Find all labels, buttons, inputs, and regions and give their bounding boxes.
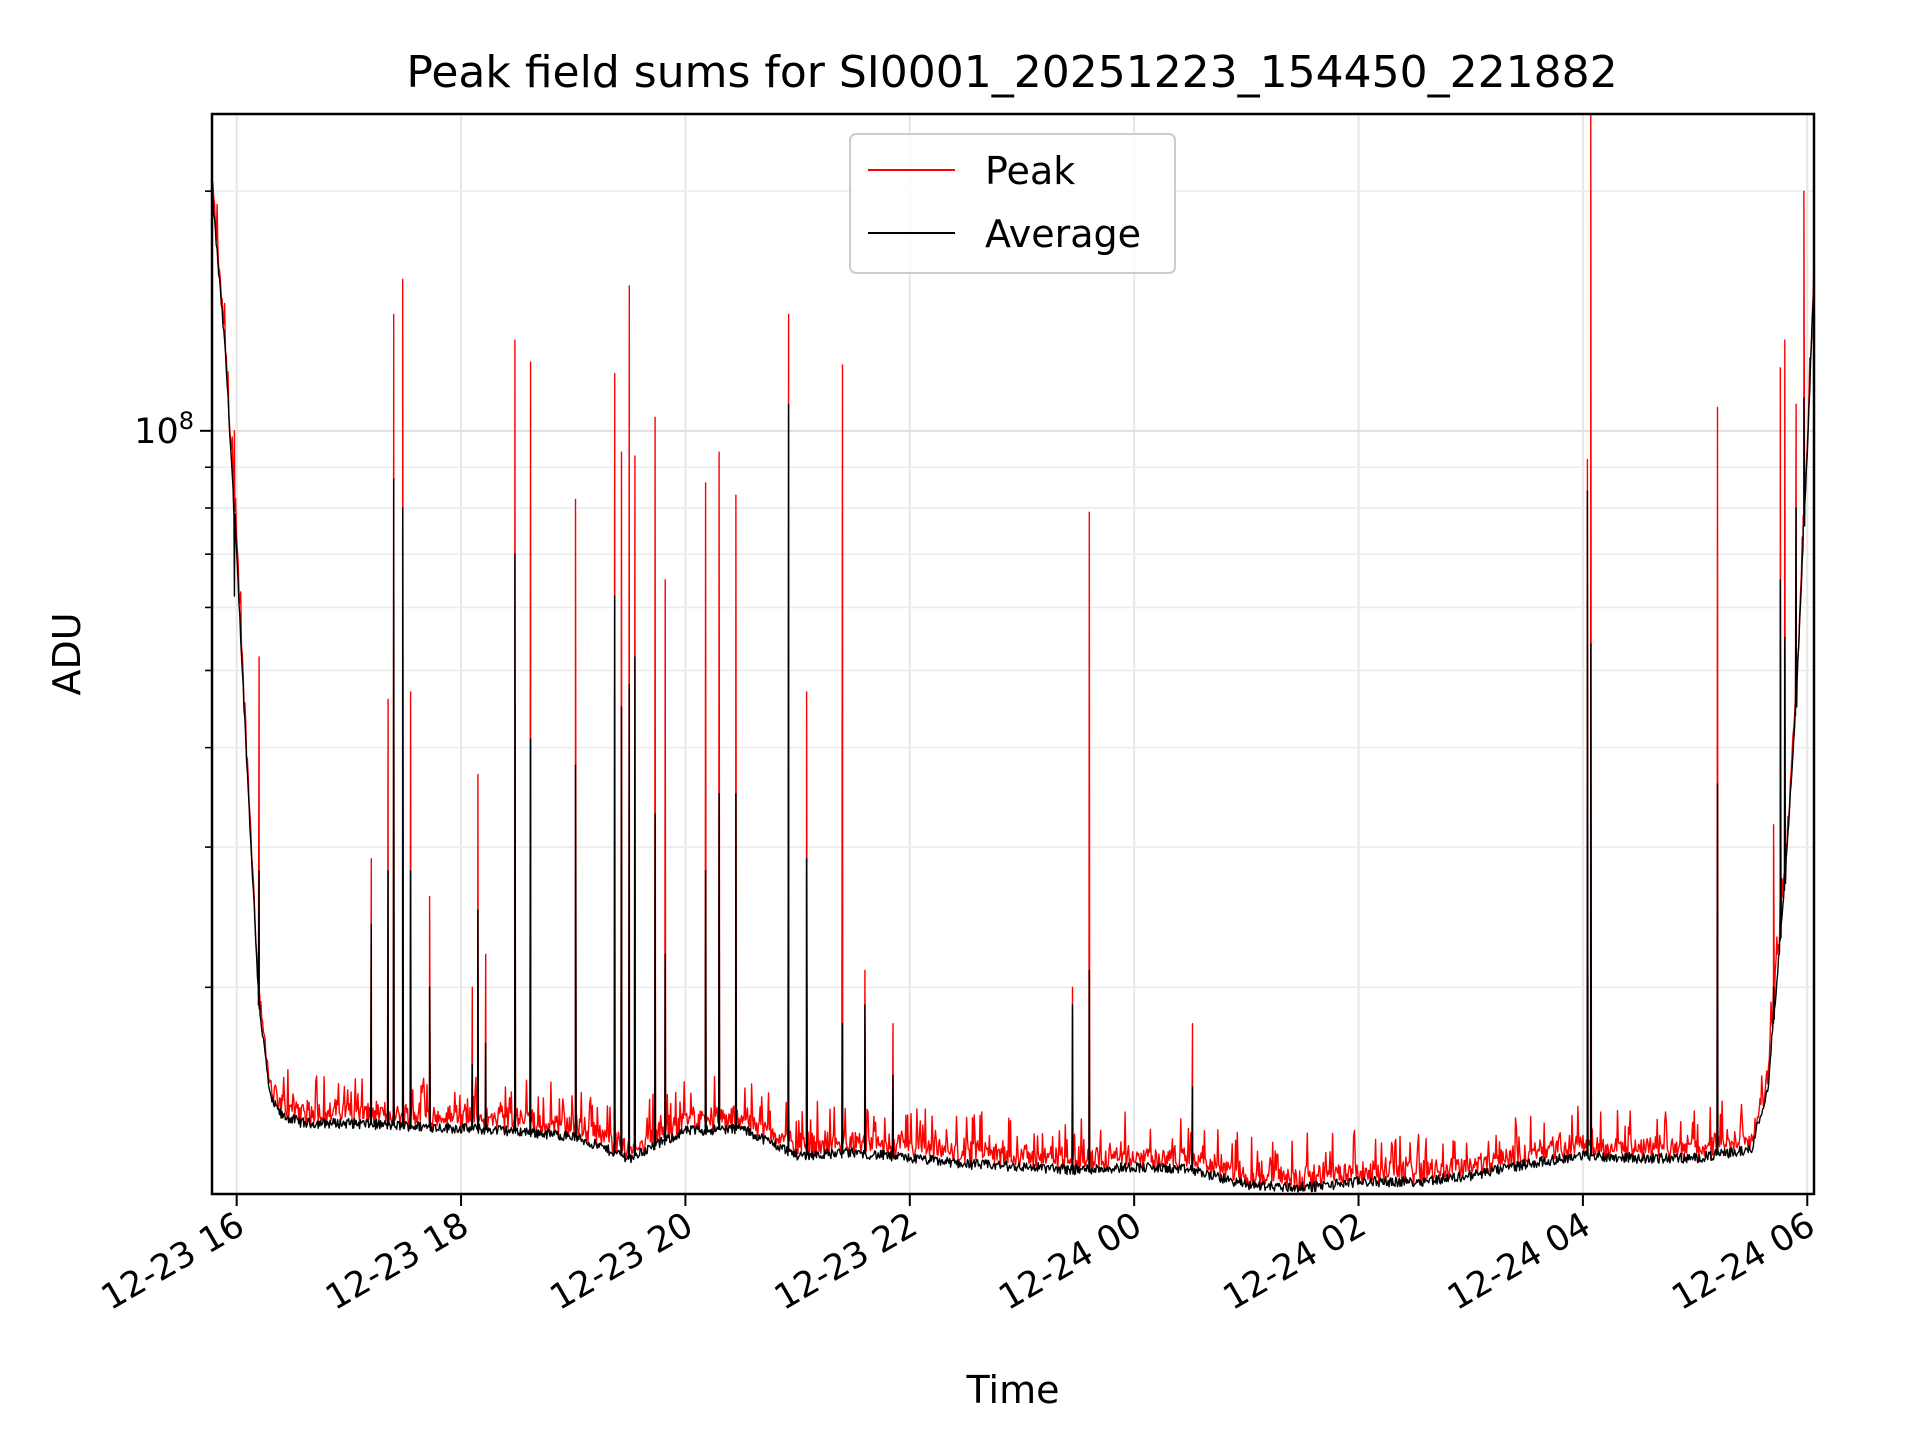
legend-box — [849, 133, 1176, 274]
average-line — [211, 189, 1815, 1193]
legend-label-peak: Peak — [985, 149, 1075, 193]
x-tick-label: 12-24 02 — [1217, 1205, 1373, 1318]
x-tick-label: 12-24 06 — [1665, 1205, 1821, 1318]
plot-frame — [210, 112, 1816, 1196]
peak-line — [211, 113, 1815, 1192]
x-tick-label: 12-23 20 — [544, 1205, 700, 1318]
x-axis-label: Time — [966, 1368, 1060, 1412]
x-tick-label: 12-24 00 — [992, 1205, 1148, 1318]
x-tick-label: 12-24 04 — [1441, 1205, 1597, 1318]
series-peak — [211, 113, 1815, 1192]
x-tick-label: 12-23 16 — [95, 1205, 251, 1318]
legend-label-average: Average — [985, 212, 1141, 256]
y-axis: 108 — [134, 190, 212, 989]
series-average — [211, 189, 1815, 1193]
x-axis: 12-23 16 12-23 18 12-23 20 12-23 22 12-24 00… — [95, 1194, 1822, 1318]
chart-title: Peak field sums for SI0001_20251223_1544… — [406, 47, 1617, 98]
y-axis-label: ADU — [45, 612, 89, 695]
y-tick-label: 108 — [134, 407, 194, 452]
grid — [212, 114, 1814, 1194]
x-tick-label: 12-23 22 — [768, 1205, 924, 1318]
x-tick-label: 12-23 18 — [319, 1205, 475, 1318]
legend: Peak Average — [849, 133, 1176, 274]
